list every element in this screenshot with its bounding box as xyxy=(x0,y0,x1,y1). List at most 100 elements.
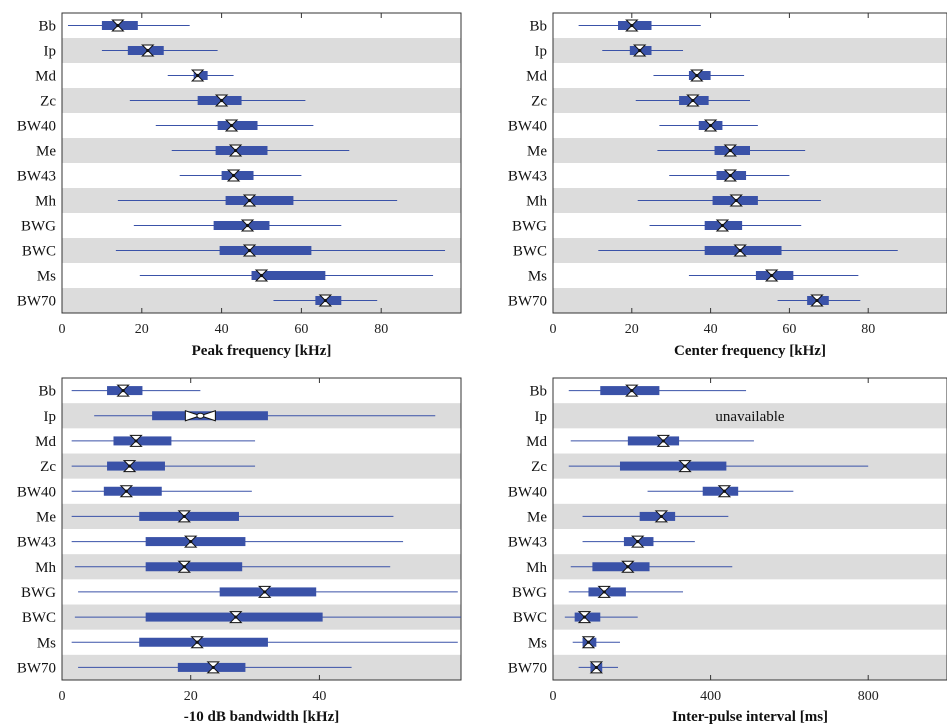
iqr-box xyxy=(113,436,172,446)
median-marker-bottom xyxy=(119,490,134,498)
x-tick-label: 60 xyxy=(294,322,308,337)
median-marker-dot xyxy=(630,23,634,28)
median-marker-dot xyxy=(770,273,774,278)
category-label: BW40 xyxy=(17,484,56,500)
iqr-box xyxy=(704,246,782,255)
plot-frame xyxy=(61,12,462,314)
iqr-box xyxy=(755,271,794,280)
category-label: Mh xyxy=(35,194,56,210)
x-tick-label: 60 xyxy=(782,322,796,337)
median-marker-bottom xyxy=(690,74,704,82)
median-marker-dot xyxy=(323,298,327,303)
median-marker-bottom xyxy=(577,616,592,624)
median-marker-top xyxy=(258,585,272,593)
median-marker-bottom xyxy=(141,49,155,57)
median-marker-top xyxy=(625,384,639,392)
iqr-box xyxy=(103,486,162,496)
median-marker-bottom xyxy=(810,299,824,307)
median-marker-top xyxy=(764,269,779,277)
category-label: Bb xyxy=(529,384,547,400)
median-marker-top xyxy=(190,636,204,643)
median-marker-top xyxy=(703,119,718,127)
category-label: Mh xyxy=(526,560,547,576)
plot-frame xyxy=(552,12,947,314)
median-marker-top xyxy=(229,611,243,618)
median-marker-bottom xyxy=(214,99,229,107)
median-marker-top xyxy=(228,144,243,152)
x-axis-label: -10 dB bandwidth [kHz] xyxy=(184,709,339,725)
median-marker-dot xyxy=(709,123,713,128)
median-marker-bottom xyxy=(318,299,333,307)
category-label: Me xyxy=(527,509,547,525)
median-marker-top xyxy=(654,510,669,518)
median-marker-bottom xyxy=(654,515,669,523)
plot-frame xyxy=(552,377,947,681)
median-marker-bottom xyxy=(226,174,241,182)
median-marker-top xyxy=(214,94,229,102)
median-marker-top xyxy=(177,510,191,518)
x-tick-label: 40 xyxy=(312,689,326,704)
category-label: Bb xyxy=(529,19,547,35)
median-marker-bottom xyxy=(686,99,700,107)
median-marker-dot xyxy=(638,48,642,53)
row-band xyxy=(553,403,947,429)
median-marker-dot xyxy=(630,388,634,393)
median-marker-dot xyxy=(134,439,138,443)
median-marker-bottom xyxy=(111,24,125,32)
iqr-box xyxy=(627,436,680,446)
x-tick-label: 0 xyxy=(59,689,66,704)
category-label: Me xyxy=(527,144,547,160)
median-marker-dot xyxy=(116,23,120,28)
category-label: Md xyxy=(526,69,547,85)
x-tick-label: 40 xyxy=(215,322,229,337)
x-tick-label: 40 xyxy=(704,322,718,337)
median-marker xyxy=(196,412,205,419)
median-marker-dot xyxy=(195,640,199,644)
median-marker-top xyxy=(625,19,639,27)
category-label: Md xyxy=(35,69,56,85)
x-tick-label: 0 xyxy=(550,322,557,337)
iqr-box xyxy=(213,221,270,230)
median-marker-bottom xyxy=(656,440,671,447)
median-marker-top xyxy=(141,44,155,52)
median-marker-dot xyxy=(728,173,732,178)
x-tick-label: 80 xyxy=(861,322,875,337)
median-marker-top xyxy=(119,485,134,492)
category-label: Ip xyxy=(44,44,57,60)
median-marker-dot xyxy=(231,173,236,178)
median-marker-bottom xyxy=(258,591,272,598)
category-label: Mh xyxy=(35,560,56,576)
median-marker-dot xyxy=(189,539,193,544)
category-label: BW43 xyxy=(17,535,56,551)
median-marker-top xyxy=(723,169,738,177)
median-marker-bottom xyxy=(703,124,718,132)
category-label: Zc xyxy=(531,94,547,110)
median-marker-dot xyxy=(127,464,132,468)
row-band xyxy=(553,288,947,313)
median-marker-bottom xyxy=(177,566,191,573)
median-marker-dot xyxy=(245,223,250,228)
median-marker-bottom xyxy=(254,274,269,282)
median-marker-dot xyxy=(259,273,264,278)
median-marker-top xyxy=(190,69,205,77)
category-label: Md xyxy=(35,434,56,450)
median-marker-bottom xyxy=(589,666,604,674)
median-marker-bottom xyxy=(717,490,732,498)
iqr-box xyxy=(127,46,164,55)
median-marker-top xyxy=(206,661,220,669)
median-marker-bottom xyxy=(631,540,645,548)
median-marker-dot xyxy=(182,514,186,519)
iqr-box xyxy=(225,196,294,205)
x-tick-label: 20 xyxy=(135,322,149,337)
x-tick-label: 20 xyxy=(184,689,198,704)
median-marker-dot xyxy=(695,73,699,78)
median-marker-top xyxy=(116,384,130,392)
median-marker-dot xyxy=(586,640,591,644)
median-marker-bottom xyxy=(240,224,255,232)
chart-panel-4: Bb Ip unavailable Md Zc BW40 Me BW43 Mh BWG BWC Ms B… xyxy=(508,377,947,725)
median-marker-top xyxy=(184,535,198,543)
median-marker-top xyxy=(111,19,125,27)
median-marker-bottom xyxy=(242,199,257,207)
median-marker-bottom xyxy=(177,515,191,523)
x-tick-label: 0 xyxy=(59,322,66,337)
